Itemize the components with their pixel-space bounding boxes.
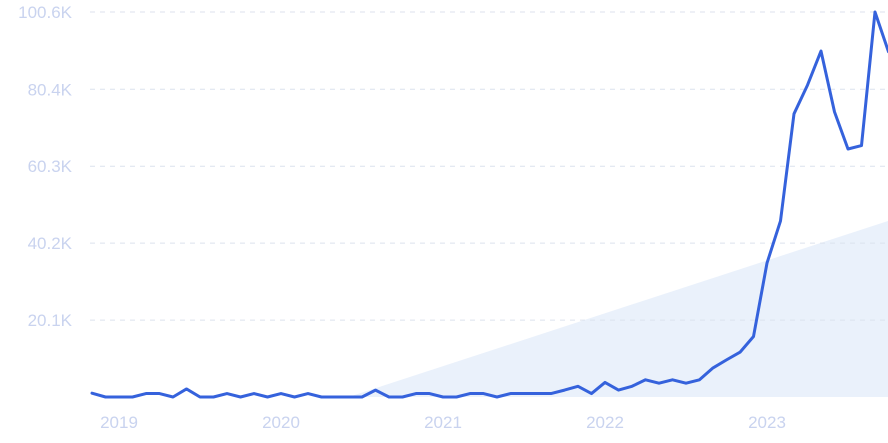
- y-tick-label: 40.2K: [28, 234, 73, 253]
- trend-area-group: [348, 220, 888, 397]
- y-tick-label: 80.4K: [28, 80, 73, 99]
- x-axis-tick-labels: 2019 2020 2021 2022 2023: [100, 413, 786, 432]
- x-tick-label: 2021: [424, 413, 462, 432]
- x-tick-label: 2023: [748, 413, 786, 432]
- x-tick-label: 2022: [586, 413, 624, 432]
- series-line: [90, 10, 888, 399]
- y-tick-label: 20.1K: [28, 311, 73, 330]
- series-line-group: [90, 10, 888, 399]
- x-tick-label: 2019: [100, 413, 138, 432]
- y-tick-label: 100.6K: [18, 3, 73, 22]
- x-tick-label: 2020: [262, 413, 300, 432]
- y-tick-label: 60.3K: [28, 157, 73, 176]
- trend-area: [348, 220, 888, 397]
- y-axis-tick-labels: 20.1K 40.2K 60.3K 80.4K 100.6K: [18, 3, 73, 330]
